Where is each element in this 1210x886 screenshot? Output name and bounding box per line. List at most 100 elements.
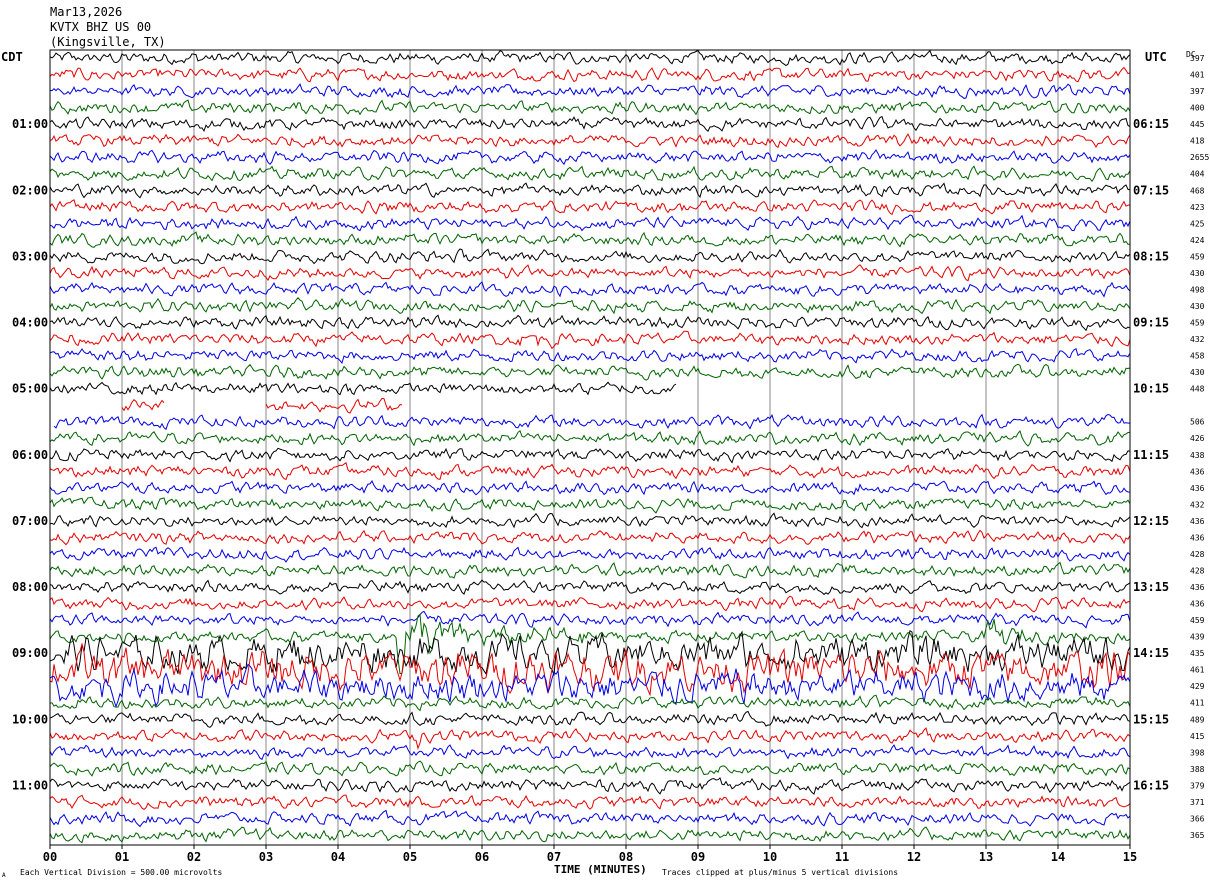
dc-label: DC [1186,50,1196,59]
dc-offset-label: 379 [1190,781,1205,790]
trace-row-1 [49,66,1131,83]
dc-offset-label: 432 [1190,335,1205,344]
trace-row-23 [49,429,1131,447]
dc-offset-label: 411 [1190,699,1205,708]
right-timezone-label: UTC [1145,50,1167,64]
dc-offset-label: 436 [1190,467,1205,476]
dc-offset-label: 365 [1190,831,1205,840]
trace-row-43 [49,760,1131,777]
dc-offset-label: 468 [1190,186,1205,195]
grid-lines [121,50,1059,845]
dc-offset-label: 397 [1190,54,1205,63]
dc-offset-label: 458 [1190,352,1205,361]
x-tick-label: 11 [835,850,849,864]
trace-row-7 [49,165,1131,183]
dc-offset-label: 438 [1190,451,1205,460]
dc-offset-label: 461 [1190,666,1205,675]
dc-offset-label: 506 [1190,418,1205,427]
trace-row-37 [49,642,1131,697]
trace-row-38 [49,663,1131,709]
dc-offset-label: 428 [1190,566,1205,575]
trace-row-27 [49,496,1131,514]
x-tick-label: 07 [547,850,561,864]
trace-row-24 [49,447,1131,464]
dc-offset-label: 436 [1190,517,1205,526]
left-hour-label: 01:00 [12,117,48,131]
trace-row-8 [49,182,1131,199]
right-hour-label: 16:15 [1133,778,1169,792]
left-hour-label: 07:00 [12,514,48,528]
dc-offset-label: 435 [1190,649,1205,658]
x-tick-label: 01 [115,850,129,864]
trace-row-11 [49,231,1131,248]
left-hour-label: 05:00 [12,382,48,396]
left-hour-label: 09:00 [12,646,48,660]
dc-offset-label: 428 [1190,550,1205,559]
dc-offset-label: 425 [1190,219,1205,228]
dc-offset-label: 432 [1190,500,1205,509]
corner-mark: A [2,872,6,879]
dc-offset-label: 436 [1190,533,1205,542]
dc-offset-label: 448 [1190,385,1205,394]
right-hour-label: 09:15 [1133,316,1169,330]
x-tick-label: 15 [1123,850,1137,864]
dc-offset-label: 430 [1190,269,1205,278]
dc-offset-label: 400 [1190,104,1205,113]
dc-offset-label: 415 [1190,732,1205,741]
trace-row-46 [49,809,1131,828]
trace-row-17 [49,330,1131,350]
trace-row-45 [49,794,1131,811]
x-tick-label: 04 [331,850,345,864]
trace-row-19 [49,363,1131,381]
right-hour-label: 15:15 [1133,712,1169,726]
left-hour-label: 02:00 [12,183,48,197]
left-hour-labels: 01:00 02:00 03:00 04:00 05:00 06:00 07:00 08:00… [12,117,48,792]
right-hour-label: 07:15 [1133,183,1169,197]
trace-row-16 [49,314,1131,332]
trace-row-25 [49,461,1131,481]
trace-row-33 [49,595,1131,613]
left-hour-label: 11:00 [12,778,48,792]
x-tick-labels: 00 01 02 03 04 05 06 07 08 09 10 11 12 13 14 15 [43,845,1137,864]
dc-offset-label: 418 [1190,137,1205,146]
right-hour-label: 08:15 [1133,249,1169,263]
trace-row-14 [49,281,1131,298]
date-label: Mar13,2026 [50,5,122,19]
left-hour-label: 10:00 [12,712,48,726]
left-hour-label: 08:00 [12,580,48,594]
plot-frame [49,49,1131,846]
trace-row-31 [49,561,1131,579]
trace-row-13 [49,264,1131,282]
dc-offset-label: 436 [1190,484,1205,493]
x-tick-label: 10 [763,850,777,864]
x-tick-label: 05 [403,850,417,864]
x-tick-label: 02 [187,850,201,864]
dc-offset-label: 423 [1190,203,1205,212]
trace-row-20 [50,382,1130,394]
trace-row-15 [49,297,1131,315]
trace-row-18 [49,347,1131,365]
dc-offset-label: 430 [1190,368,1205,377]
left-timezone-label: CDT [1,50,23,64]
trace-row-28 [49,512,1131,529]
left-hour-label: 03:00 [12,249,48,263]
left-hour-label: 06:00 [12,448,48,462]
seismic-traces [49,49,1131,844]
dc-offset-label: 429 [1190,682,1205,691]
right-hour-label: 11:15 [1133,448,1169,462]
right-hour-label: 10:15 [1133,382,1169,396]
x-tick-label: 03 [259,850,273,864]
dc-offset-label: 430 [1190,302,1205,311]
x-tick-label: 08 [619,850,633,864]
trace-row-30 [49,546,1131,563]
right-hour-label: 06:15 [1133,117,1169,131]
clip-note: Traces clipped at plus/minus 5 vertical … [662,868,898,877]
dc-offset-label: 445 [1190,120,1205,129]
x-tick-label: 06 [475,850,489,864]
trace-row-22 [53,413,1131,431]
x-tick-label: 12 [907,850,921,864]
trace-row-42 [49,744,1131,761]
trace-row-12 [49,248,1131,265]
dc-offset-label: 388 [1190,765,1205,774]
